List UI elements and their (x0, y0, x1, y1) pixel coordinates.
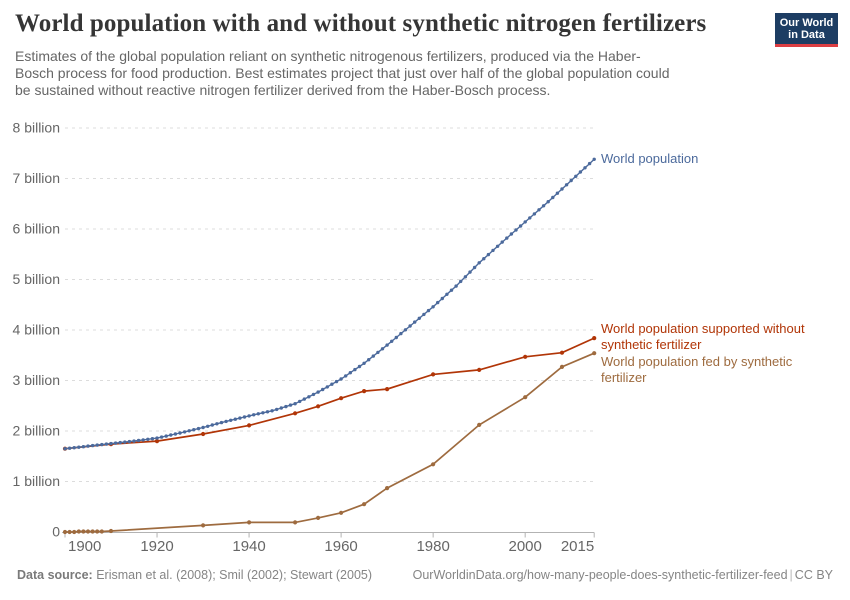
y-gridlines (65, 127, 595, 482)
x-tick-label: 2015 (561, 538, 594, 555)
x-tick-label: 2000 (508, 538, 541, 555)
owid-logo-line1: Our World (779, 16, 834, 29)
data-source-label: Data source: (17, 568, 93, 582)
y-axis-labels: 0 1 billion 2 billion 3 billion 4 billion 5 b… (13, 120, 61, 540)
y-tick-label: 8 billion (13, 120, 60, 136)
x-tick-label: 1900 (68, 538, 101, 555)
series-world-population-supported-without-synthetic-fertilizer (62, 336, 597, 451)
x-tick-label: 1980 (416, 538, 449, 555)
series-label-supported-without-synthetic-fertilizer[interactable]: World population supported without synth… (601, 321, 805, 352)
y-tick-label: 0 (52, 524, 60, 540)
data-source-note: Data source: Erisman et al. (2008); Smil… (17, 568, 372, 582)
series-label-fed-by-synthetic-fertilizer[interactable]: World population fed by synthetic fertil… (601, 354, 793, 385)
series-world-population-fed-by-synthetic-fertilizer (62, 351, 597, 535)
chart-title: World population with and without synthe… (15, 10, 707, 37)
series-world-population (63, 157, 596, 451)
x-axis-labels: 1900 1920 1940 1960 1980 2000 2015 (68, 538, 594, 555)
y-tick-label: 6 billion (13, 221, 60, 237)
chart-subtitle: Estimates of the global population relia… (15, 48, 670, 98)
y-tick-label: 5 billion (13, 271, 60, 287)
x-tick-label: 1940 (232, 538, 265, 555)
y-tick-label: 4 billion (13, 322, 60, 338)
owid-logo[interactable]: Our World in Data (775, 13, 838, 47)
footer-separator: | (789, 568, 793, 582)
y-tick-label: 2 billion (13, 423, 60, 439)
license-cc-by[interactable]: CC BY (794, 568, 833, 582)
x-tick-label: 1920 (140, 538, 173, 555)
data-source-list: Erisman et al. (2008); Smil (2002); Stew… (96, 568, 373, 582)
footer-url[interactable]: OurWorldinData.org/how-many-people-does-… (412, 568, 788, 582)
x-axis (62, 532, 595, 538)
x-tick-label: 1960 (324, 538, 357, 555)
footer-links: OurWorldinData.org/how-many-people-does-… (413, 568, 833, 582)
series-label-world-population[interactable]: World population (601, 151, 699, 166)
y-tick-label: 7 billion (13, 170, 60, 186)
owid-logo-line2: in Data (788, 28, 825, 41)
footer: Data source: Erisman et al. (2008); Smil… (17, 568, 833, 582)
y-tick-label: 3 billion (13, 372, 60, 388)
y-tick-label: 1 billion (13, 473, 60, 489)
